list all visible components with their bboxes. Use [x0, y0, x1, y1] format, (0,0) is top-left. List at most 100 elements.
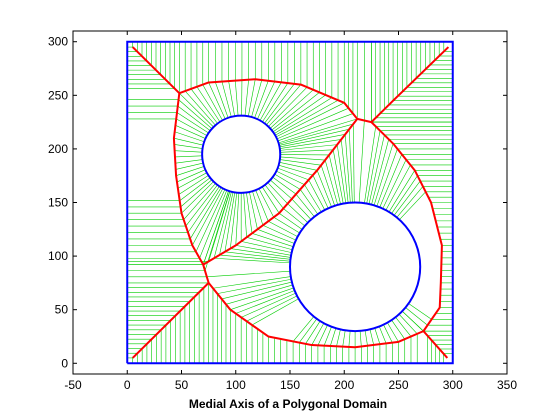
- spoke-line: [230, 248, 291, 258]
- y-axis-ticks: 0 50 100 150 200 250 300: [48, 35, 507, 370]
- x-tick-label: 300: [443, 378, 463, 392]
- spoke-line: [371, 139, 390, 205]
- x-tick-label: 0: [124, 378, 131, 392]
- medial-axis-layer: [131, 46, 450, 359]
- y-tick-label: 250: [48, 88, 68, 102]
- spoke-line: [224, 192, 236, 252]
- domain-hole-circle: [201, 114, 282, 194]
- x-tick-label: 100: [226, 378, 246, 392]
- spoke-line: [332, 149, 344, 204]
- spoke-line: [279, 128, 350, 146]
- spoke-line: [278, 212, 303, 230]
- spoke-line: [175, 159, 203, 164]
- spoke-line: [264, 83, 295, 124]
- spoke-line: [317, 324, 328, 346]
- spoke-line: [328, 154, 341, 205]
- spoke-line: [174, 144, 203, 149]
- spoke-line: [391, 175, 418, 214]
- x-tick-label: 350: [497, 378, 517, 392]
- spoke-line: [388, 170, 416, 213]
- medial-axis-branch: [131, 46, 443, 349]
- spoke-line: [174, 131, 205, 143]
- spoke-line: [208, 82, 226, 120]
- spoke-line: [195, 189, 226, 252]
- spoke-line: [324, 159, 339, 205]
- spoke-line: [376, 148, 398, 207]
- spoke-line: [246, 237, 293, 251]
- spoke-line: [308, 179, 325, 211]
- spoke-line: [291, 198, 312, 220]
- spoke-line: [279, 162, 318, 171]
- plot-area: [72, 30, 508, 375]
- spoke-line: [274, 97, 333, 134]
- medial-axis-branch: [370, 46, 450, 123]
- spoke-line: [177, 105, 211, 131]
- spoke-line: [272, 176, 297, 195]
- spoke-line: [264, 184, 284, 209]
- spoke-line: [202, 84, 223, 121]
- spoke-line: [279, 134, 346, 148]
- spoke-line: [243, 192, 247, 238]
- spoke-line: [278, 164, 313, 176]
- spoke-line: [364, 126, 377, 204]
- spoke-line: [269, 89, 314, 129]
- spoke-line: [275, 99, 339, 136]
- spoke-line: [295, 193, 315, 217]
- spoke-line: [277, 113, 354, 142]
- spoke-line: [262, 82, 289, 123]
- spoke-line: [176, 112, 209, 134]
- spoke-line: [175, 166, 205, 176]
- spoke-line: [408, 303, 432, 320]
- spoke-line: [241, 292, 296, 318]
- spoke-line: [402, 310, 424, 332]
- spoke-line: [248, 79, 256, 117]
- spoke-line: [192, 188, 224, 246]
- spoke-line: [249, 191, 258, 230]
- spoke-line: [266, 84, 302, 126]
- spoke-line: [373, 143, 394, 206]
- spoke-line: [398, 314, 418, 335]
- spoke-line: [305, 320, 321, 344]
- spoke-line: [336, 329, 341, 347]
- spoke-line: [177, 172, 207, 189]
- spoke-line: [272, 94, 326, 133]
- spoke-line: [230, 192, 238, 249]
- spoke-line: [235, 290, 295, 314]
- spoke-line: [214, 257, 291, 264]
- spoke-line: [330, 328, 337, 347]
- spoke-line: [251, 79, 263, 118]
- spoke-line: [312, 174, 329, 209]
- x-axis-ticks: -50 0 50 100 150 200 250 300 350: [64, 31, 517, 392]
- spoke-line: [366, 130, 381, 204]
- domain-hole-circle: [289, 201, 422, 333]
- spoke-line: [280, 156, 326, 161]
- spoke-line: [251, 298, 299, 326]
- spoke-line: [180, 179, 213, 208]
- spoke-line: [178, 175, 209, 195]
- spoke-line: [241, 241, 292, 253]
- spoke-line: [179, 92, 214, 128]
- medial-axis-branch: [131, 282, 210, 359]
- spoke-line: [299, 318, 318, 343]
- spoke-line: [184, 90, 216, 126]
- spoke-line: [199, 190, 228, 259]
- spoke-line: [393, 180, 421, 216]
- spoke-line: [287, 203, 309, 223]
- spoke-line: [202, 190, 229, 265]
- spoke-line: [219, 191, 234, 256]
- spoke-line: [387, 322, 399, 342]
- medial-axis-branch: [422, 330, 449, 359]
- spoke-line: [251, 233, 294, 248]
- spoke-line: [276, 107, 349, 140]
- spoke-line: [261, 186, 280, 214]
- spoke-line: [208, 191, 231, 262]
- spoke-line: [221, 281, 292, 300]
- spoke-line: [244, 79, 249, 116]
- spoke-line: [235, 192, 240, 246]
- spoke-line: [395, 317, 412, 337]
- spoke-line: [344, 134, 351, 203]
- spoke-line: [175, 125, 206, 139]
- spoke-line: [274, 173, 301, 190]
- spoke-line: [340, 139, 349, 203]
- x-tick-label: 200: [334, 378, 354, 392]
